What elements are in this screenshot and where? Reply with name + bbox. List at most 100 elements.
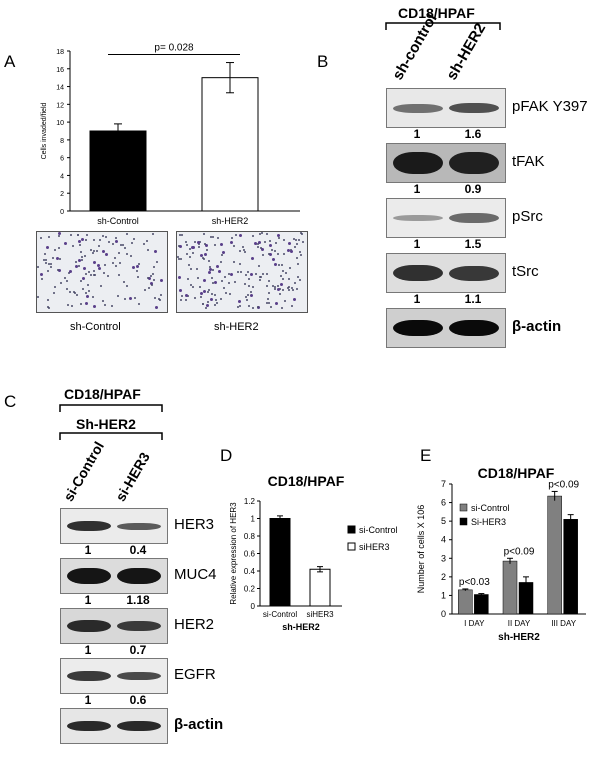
band [67,671,111,681]
panel-c-cell-line: CD18/HPAF [64,386,141,402]
cell-dot [124,297,127,300]
cell-dot [37,266,39,269]
cell-dot [115,239,119,243]
cell-dot [180,258,183,261]
cell-dot [222,251,226,255]
band [393,215,443,221]
cell-dot [261,254,264,257]
cell-dot [203,258,206,261]
cell-dot [221,280,224,283]
panel-d-label: D [220,446,233,465]
cell-dot [260,232,263,235]
cell-dot [78,243,81,246]
cell-dot [155,305,159,309]
band [117,721,161,731]
cell-dot [156,261,159,264]
cell-dot [103,303,106,306]
cell-dot [238,300,242,304]
cell-dot [80,279,83,282]
cell-dot [54,249,57,251]
cell-dot [59,258,62,261]
cell-dot [295,243,298,246]
cell-dot [298,278,301,281]
y-tick-label: 4 [60,173,64,180]
cell-dot [281,270,284,273]
cell-dot [207,270,211,274]
cell-dot [214,280,218,284]
cell-dot [160,293,163,296]
cell-dot [153,250,157,254]
cell-dot [82,288,85,291]
cell-dot [247,285,250,288]
panel-a-bar-chart: 0 2 4 6 8 10 12 14 16 18 Cells invaded/field sh-Con… [41,43,300,226]
cell-dot [203,252,207,256]
cell-dot [149,275,152,278]
cell-dot [210,236,213,239]
y-tick-label: 0.8 [244,532,256,541]
cell-dot [279,282,283,286]
blot-label: β-actin [174,716,224,733]
cell-dot [252,285,255,288]
cell-dot [296,276,299,279]
cell-dot [231,237,234,240]
band [393,103,443,113]
cell-dot [219,261,222,264]
cell-dot [291,305,293,308]
cell-dot [136,264,140,268]
category-label: II DAY [508,619,531,628]
cell-dot [190,284,193,287]
cell-dot [277,252,280,255]
y-tick-label: 6 [441,498,446,508]
cell-dot [201,257,204,260]
cell-dot [70,233,73,236]
y-tick-label: 16 [56,67,64,74]
micrograph-sh-control [36,231,168,313]
cell-dot [232,260,235,263]
cell-dot [45,259,48,262]
cell-dot [216,302,219,305]
cell-dot [66,287,69,290]
cell-dot [57,232,61,236]
bar-si-Control-I DAY [458,589,473,615]
blot-label: tFAK [512,153,545,170]
cell-dot [48,235,51,238]
cell-dot [185,252,188,255]
cell-dot [205,306,208,309]
cell-dot [191,252,194,255]
cell-dot [147,276,151,280]
cell-dot [259,246,262,249]
cell-dot [293,298,297,302]
cell-dot [295,238,298,241]
y-tick-label: 1 [251,515,256,524]
legend-swatch [459,503,468,512]
cell-dot [146,249,149,252]
cell-dot [77,259,81,263]
blot-her2 [60,608,168,644]
cell-dot [257,246,260,249]
cell-dot [283,253,286,256]
cell-dot [112,262,115,265]
y-tick-label: 1 [441,590,446,600]
blot-label: EGFR [174,666,216,683]
densitometry-value: 1.18 [126,593,150,607]
cell-dot [89,273,92,276]
cell-dot [271,258,275,262]
cell-dot [297,238,300,241]
cell-dot [101,234,104,237]
cell-dot [186,277,189,280]
cell-dot [236,270,239,273]
cell-dot [67,304,70,307]
cell-dot [102,250,106,254]
band [67,721,111,731]
cell-dot [68,291,71,294]
cell-dot [212,282,215,285]
panel-c-lane-si-her3: si-HER3 [112,449,153,504]
cell-dot [184,294,188,298]
cell-dot [253,242,257,246]
blot-psrc [386,198,506,238]
densitometry-value: 1.6 [464,127,482,141]
panel-c-lane-si-control: si-Control [60,438,108,504]
cell-dot [291,289,294,292]
cell-dot [98,245,101,248]
x-axis-label: sh-HER2 [498,632,540,643]
